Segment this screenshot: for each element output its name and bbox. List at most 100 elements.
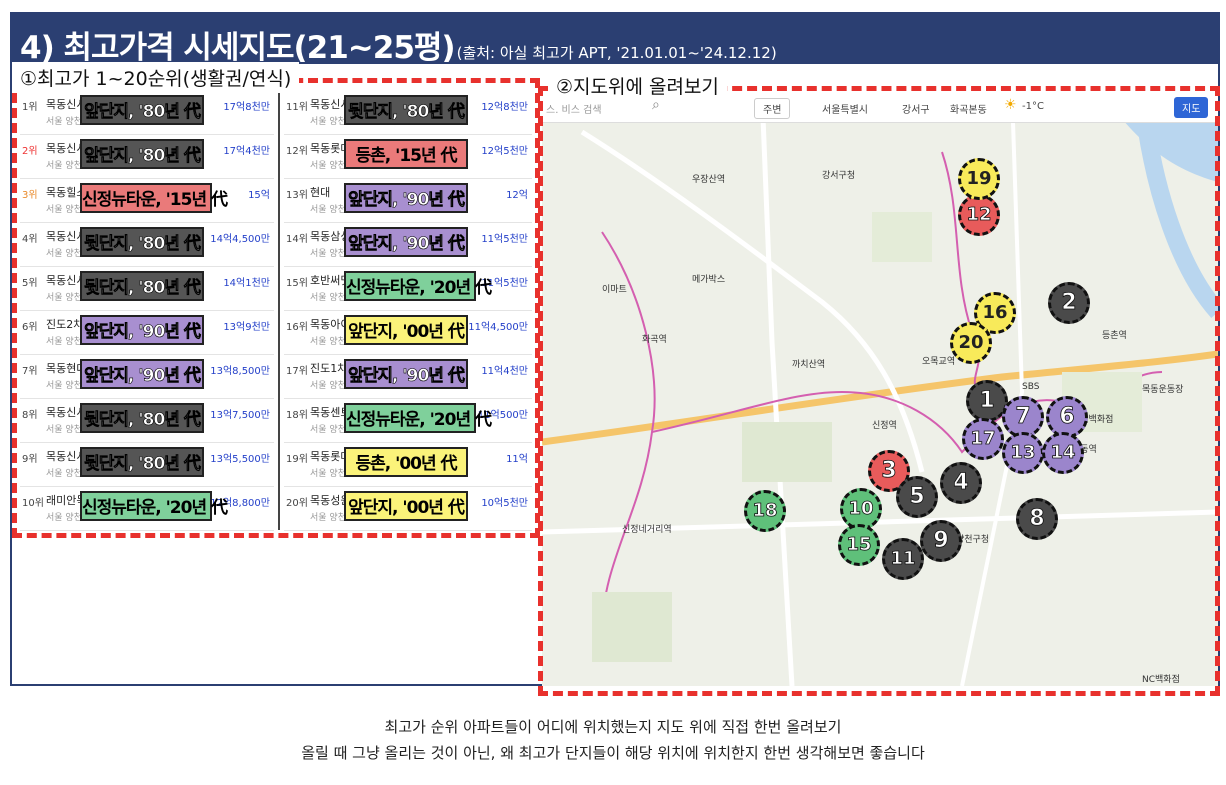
breadcrumb-district[interactable]: 강서구 — [902, 105, 930, 116]
apartment-address: 서울 양천 — [46, 249, 82, 259]
marker-7[interactable]: 7 — [1002, 396, 1044, 438]
apartment-address: 서울 양천 — [46, 293, 82, 303]
apartment-address: 서울 양천 — [310, 293, 346, 303]
apartment-address: 서울 양천 — [310, 117, 346, 127]
apartment-address: 서울 양천 — [46, 513, 82, 523]
price-label: 12억8,800만 — [210, 498, 270, 509]
rank-label: 2위 — [22, 146, 38, 157]
category-tag: 신정뉴타운, '20년 代 — [80, 491, 228, 521]
table-row[interactable]: 14위 목동삼성 서울 양천 11억5천만 앞단지, '90년 代 — [284, 222, 532, 267]
apartment-name[interactable]: 목동현대 — [46, 362, 87, 375]
price-label: 11억4천만 — [481, 366, 528, 377]
table-row[interactable]: 7위 목동현대 서울 양천 13억8,500만 앞단지, '90년 代 — [20, 354, 274, 399]
price-label: 11억5천만 — [481, 278, 528, 289]
place-label: SBS — [1022, 382, 1040, 392]
category-tag: 뒷단지, '80년 代 — [80, 271, 204, 301]
marker-17[interactable]: 17 — [962, 418, 1004, 460]
price-label: 12억8천만 — [481, 102, 528, 113]
map-search-input[interactable]: 스. 비스 검색 — [546, 105, 602, 116]
place-label: 양천구청 — [956, 535, 990, 545]
nearby-button[interactable]: 주변 — [754, 98, 791, 119]
table-row[interactable]: 18위 목동센트럴 서울 양천 11억500만 신정뉴타운, '20년 代 — [284, 398, 532, 443]
apartment-address: 서울 양천 — [310, 469, 346, 479]
table-row[interactable]: 17위 진도1차 서울 양천 11억4천만 앞단지, '90년 代 — [284, 354, 532, 399]
price-label: 17억4천만 — [223, 146, 270, 157]
category-tag: 앞단지, '80년 代 — [80, 139, 204, 169]
rank-label: 17위 — [286, 366, 308, 377]
price-label: 12억 — [506, 190, 528, 201]
rank-label: 13위 — [286, 190, 308, 201]
rank-label: 3위 — [22, 190, 38, 201]
apartment-name[interactable]: 목동성원 — [310, 494, 351, 507]
marker-8[interactable]: 8 — [1016, 498, 1058, 540]
breadcrumb-city[interactable]: 서울특별시 — [822, 105, 868, 116]
marker-9[interactable]: 9 — [920, 520, 962, 562]
table-row[interactable]: 15위 호반써밋 서울 양천 11억5천만 신정뉴타운, '20년 代 — [284, 266, 532, 311]
category-tag: 신정뉴타운, '15년 代 — [80, 183, 228, 213]
apartment-name[interactable]: 목동롯데 — [310, 450, 351, 463]
place-label: 오목교역 — [922, 357, 956, 367]
price-label: 15억 — [248, 190, 270, 201]
price-label: 11억500만 — [477, 410, 528, 421]
marker-10[interactable]: 10 — [840, 488, 882, 530]
marker-14[interactable]: 14 — [1042, 432, 1084, 474]
marker-11[interactable]: 11 — [882, 538, 924, 580]
apartment-name[interactable]: 목동삼성 — [310, 230, 351, 243]
price-label: 13억8,500만 — [210, 366, 270, 377]
marker-18[interactable]: 18 — [744, 490, 786, 532]
price-label: 11억5천만 — [481, 234, 528, 245]
apartment-address: 서울 양천 — [46, 469, 82, 479]
category-tag: 앞단지, '90년 代 — [80, 315, 204, 345]
marker-6[interactable]: 6 — [1046, 396, 1088, 438]
rank-label: 9위 — [22, 454, 38, 465]
rank-label: 10위 — [22, 498, 44, 509]
place-label: 신정네거리역 — [622, 525, 672, 535]
marker-4[interactable]: 4 — [940, 462, 982, 504]
category-tag: 뒷단지, '80년 代 — [80, 227, 204, 257]
caption-line-2: 올릴 때 그냥 올리는 것이 아닌, 왜 최고가 단지들이 해당 위치에 위치한… — [301, 744, 925, 762]
table-row[interactable]: 16위 목동아이파크 서울 양천 11억4,500만 앞단지, '00년 代 — [284, 310, 532, 355]
price-label: 10억5천만 — [481, 498, 528, 509]
table-row[interactable]: 6위 진도2차 서울 양천 13억9천만 앞단지, '90년 代 — [20, 310, 274, 355]
apartment-name[interactable]: 현대 — [310, 186, 331, 199]
place-label: 신정역 — [872, 421, 897, 431]
ranking-highlight-box — [12, 78, 540, 538]
marker-1[interactable]: 1 — [966, 380, 1008, 422]
table-row[interactable]: 19위 목동롯데 서울 양천 11억 등촌, '00년 代 — [284, 442, 532, 487]
breadcrumb-dong[interactable]: 화곡본동 — [950, 105, 987, 116]
price-label: 11억 — [506, 454, 528, 465]
apartment-address: 서울 양천 — [310, 337, 346, 347]
price-label: 17억8천만 — [223, 102, 270, 113]
marker-20[interactable]: 20 — [950, 322, 992, 364]
apartment-address: 서울 양천 — [310, 425, 346, 435]
map-type-button[interactable]: 지도 — [1174, 97, 1209, 118]
weather-temp: -1°C — [1022, 101, 1044, 112]
apartment-name[interactable]: 진도1차 — [310, 362, 348, 375]
category-tag: 뒷단지, '80년 代 — [80, 447, 204, 477]
apartment-name[interactable]: 진도2차 — [46, 318, 84, 331]
table-row[interactable]: 20위 목동성원 서울 양천 10억5천만 앞단지, '00년 代 — [284, 486, 532, 531]
rank-label: 14위 — [286, 234, 308, 245]
place-label: 이마트 — [602, 285, 627, 295]
marker-19[interactable]: 19 — [958, 158, 1000, 200]
table-row[interactable]: 12위 목동롯데캐슬 서울 양천 12억5천만 등촌, '15년 代 — [284, 134, 532, 179]
marker-2[interactable]: 2 — [1048, 282, 1090, 324]
table-row[interactable]: 13위 현대 서울 양천 12억 앞단지, '90년 代 — [284, 178, 532, 223]
marker-5[interactable]: 5 — [896, 476, 938, 518]
ranking-section-label: ①최고가 1~20순위(생활권/연식) — [12, 62, 300, 93]
category-tag: 앞단지, '00년 代 — [344, 491, 468, 521]
marker-15[interactable]: 15 — [838, 524, 880, 566]
search-icon[interactable]: ⌕ — [652, 97, 660, 113]
map-view[interactable]: 스. 비스 검색 ⌕ 주변 서울특별시 강서구 화곡본동 ☀ -1°C 지도 강… — [542, 92, 1218, 686]
apartment-name[interactable]: 호반써밋 — [310, 274, 351, 287]
price-label: 11억4,500만 — [468, 322, 528, 333]
